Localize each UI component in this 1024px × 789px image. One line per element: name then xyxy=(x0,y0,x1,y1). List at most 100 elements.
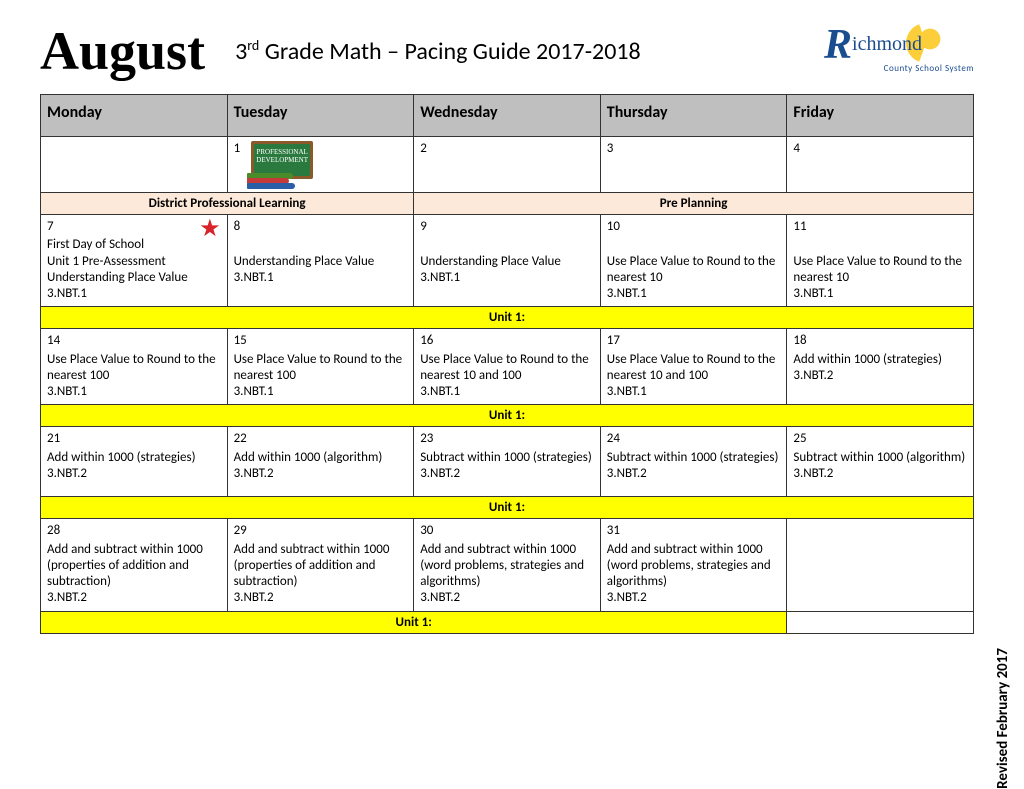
w1-thu: 3 xyxy=(600,137,787,193)
calendar-table: Monday Tuesday Wednesday Thursday Friday… xyxy=(40,94,974,634)
cell-text: Add within 1000 (strategies) xyxy=(47,450,196,465)
daynum: 15 xyxy=(234,333,408,349)
daynum: 1 xyxy=(234,141,241,156)
daynum: 16 xyxy=(420,333,594,349)
daynum: 8 xyxy=(234,219,408,235)
chalkboard-icon: PROFESSIONALDEVELOPMENT xyxy=(251,141,313,185)
title-sup: rd xyxy=(247,37,259,54)
daynum: 23 xyxy=(420,431,594,447)
daynum: 31 xyxy=(607,523,781,539)
cell-text: 3.NBT.2 xyxy=(234,466,274,481)
title-post: Grade Math – Pacing Guide 2017-2018 xyxy=(259,37,640,66)
cell-text: 3.NBT.1 xyxy=(607,384,647,399)
daynum: 22 xyxy=(234,431,408,447)
cell-text: Use Place Value to Round to the nearest … xyxy=(420,352,589,383)
w4-mon: 21 Add within 1000 (strategies)3.NBT.2 xyxy=(41,427,228,497)
w5-thu: 31 Add and subtract within 1000 (word pro… xyxy=(600,519,787,611)
w4-thu: 24Subtract within 1000 (strategies)3.NBT… xyxy=(600,427,787,497)
cell-text: 3.NBT.2 xyxy=(234,590,274,605)
w5-mon: 28Add and subtract within 1000 (properti… xyxy=(41,519,228,611)
cell-text: 3.NBT.2 xyxy=(793,466,833,481)
w3-thu: 17Use Place Value to Round to the neares… xyxy=(600,329,787,405)
daynum: 4 xyxy=(793,141,967,156)
cell-text: Subtract within 1000 (strategies) xyxy=(420,450,592,465)
w2-thu: 10Use Place Value to Round to the neares… xyxy=(600,215,787,307)
daynum: 29 xyxy=(234,523,408,539)
w2-fri: 11Use Place Value to Round to the neares… xyxy=(787,215,974,307)
col-wednesday: Wednesday xyxy=(414,95,601,137)
daynum: 21 xyxy=(47,431,221,447)
daynum: 3 xyxy=(607,141,781,156)
cell-text: Subtract within 1000 (algorithm) xyxy=(793,450,965,465)
district-logo: Richmond County School System xyxy=(824,21,974,81)
cell-text: Understanding Place Value xyxy=(47,270,188,285)
cell-text: Unit 1 Pre-Assessment xyxy=(47,254,166,269)
cell-text: First Day of School xyxy=(47,237,144,252)
cell-text: Add and subtract within 1000 (properties… xyxy=(234,542,390,590)
page-header: August 3rd Grade Math – Pacing Guide 201… xyxy=(40,20,974,82)
w1-mon xyxy=(41,137,228,193)
cell-text: 3.NBT.1 xyxy=(420,270,460,285)
unit-banner: Unit 1: xyxy=(41,611,787,633)
cell-text: Understanding Place Value xyxy=(234,254,375,269)
cell-text: Add and subtract within 1000 (word probl… xyxy=(420,542,584,590)
cell-text: 3.NBT.2 xyxy=(420,466,460,481)
w1-wed: 2 xyxy=(414,137,601,193)
month-title: August xyxy=(40,20,205,82)
daynum: 7 xyxy=(47,219,221,235)
cell-text: 3.NBT.2 xyxy=(607,590,647,605)
w5-wed: 30 Add and subtract within 1000 (word pro… xyxy=(414,519,601,611)
w5-fri xyxy=(787,519,974,611)
col-monday: Monday xyxy=(41,95,228,137)
cell-text: 3.NBT.2 xyxy=(47,466,87,481)
w3-tue: 15Use Place Value to Round to the neares… xyxy=(227,329,414,405)
cell-text: Add and subtract within 1000 (word probl… xyxy=(607,542,771,590)
cell-text: Subtract within 1000 (strategies) xyxy=(607,450,779,465)
w4-wed: 23 Subtract within 1000 (strategies)3.NBT… xyxy=(414,427,601,497)
cell-text: Add and subtract within 1000 (properties… xyxy=(47,542,203,590)
header-row: Monday Tuesday Wednesday Thursday Friday xyxy=(41,95,974,137)
daynum: 9 xyxy=(420,219,594,235)
daynum: 11 xyxy=(793,219,967,235)
page-title: 3rd Grade Math – Pacing Guide 2017-2018 xyxy=(235,37,824,66)
w4-tue: 22 Add within 1000 (algorithm)3.NBT.2 xyxy=(227,427,414,497)
week4-banner: Unit 1: xyxy=(41,497,974,519)
cell-text: 3.NBT.2 xyxy=(607,466,647,481)
week1-row: 1 PROFESSIONALDEVELOPMENT 2 3 4 xyxy=(41,137,974,193)
unit-banner: Unit 1: xyxy=(41,307,974,329)
cell-text: 3.NBT.1 xyxy=(607,286,647,301)
cell-text: 3.NBT.1 xyxy=(47,384,87,399)
daynum: 2 xyxy=(420,141,594,156)
cell-text: 3.NBT.2 xyxy=(420,590,460,605)
w3-mon: 14Use Place Value to Round to the neares… xyxy=(41,329,228,405)
daynum: 25 xyxy=(793,431,967,447)
cell-text: Understanding Place Value xyxy=(420,254,561,269)
w4-fri: 25 Subtract within 1000 (algorithm)3.NBT.… xyxy=(787,427,974,497)
cell-text: 3.NBT.1 xyxy=(234,270,274,285)
cell-text: Use Place Value to Round to the nearest … xyxy=(607,352,776,383)
cell-text: 3.NBT.1 xyxy=(793,286,833,301)
banner-preplan: Pre Planning xyxy=(414,193,974,215)
w5-tue: 29 Add and subtract within 1000 (properti… xyxy=(227,519,414,611)
cell-text: 3.NBT.2 xyxy=(793,368,833,383)
w2-tue: 8 Understanding Place Value3.NBT.1 xyxy=(227,215,414,307)
cell-text: 3.NBT.1 xyxy=(47,286,87,301)
unit-banner: Unit 1: xyxy=(41,497,974,519)
col-friday: Friday xyxy=(787,95,974,137)
w3-wed: 16 Use Place Value to Round to the neares… xyxy=(414,329,601,405)
logo-r: R xyxy=(824,22,852,68)
cell-text: Add within 1000 (algorithm) xyxy=(234,450,383,465)
unit-banner: Unit 1: xyxy=(41,405,974,427)
daynum: 10 xyxy=(607,219,781,235)
cell-text: 3.NBT.1 xyxy=(234,384,274,399)
w1-tue: 1 PROFESSIONALDEVELOPMENT xyxy=(227,137,414,193)
daynum: 30 xyxy=(420,523,594,539)
week5-banner: Unit 1: xyxy=(41,611,974,633)
week3-banner: Unit 1: xyxy=(41,405,974,427)
cell-text: Use Place Value to Round to the nearest … xyxy=(47,352,216,383)
col-tuesday: Tuesday xyxy=(227,95,414,137)
cell-text: 3.NBT.1 xyxy=(420,384,460,399)
cell-text: Add within 1000 (strategies) xyxy=(793,352,942,367)
w2-wed: 9 Understanding Place Value3.NBT.1 xyxy=(414,215,601,307)
week3-row: 14Use Place Value to Round to the neares… xyxy=(41,329,974,405)
